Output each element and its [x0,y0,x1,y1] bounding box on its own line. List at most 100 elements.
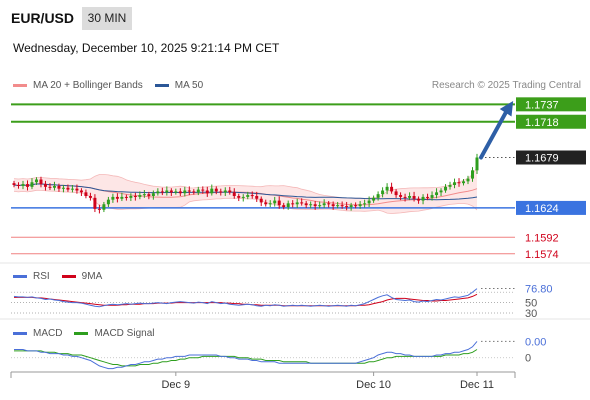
macd-legend-swatch [13,332,27,335]
candle-body [255,196,259,199]
candle-body [183,190,187,194]
candle-body [403,196,407,198]
x-tick-label: Dec 9 [161,379,190,391]
candle-body [313,204,317,207]
macd-zero-label: 0 [525,353,531,365]
candle-body [106,199,110,205]
level-label-1: 1.1718 [525,117,559,129]
chart-datetime: Wednesday, December 10, 2025 9:21:14 PM … [13,41,280,55]
candle-body [390,186,394,192]
candle-body [192,191,196,193]
level-tag-resistance [516,114,586,129]
candle-body [174,191,178,193]
level-label-2: 1.1679 [525,153,559,165]
candle-body [201,189,205,191]
candle-body [61,187,65,189]
candle-body [277,200,281,206]
candle-body [151,193,155,196]
candle-body [322,203,326,206]
candle-body [142,194,146,196]
symbol-title: EUR/USD [11,10,75,26]
candle-body [210,188,214,194]
rsi-value-label: 76.80 [525,284,553,296]
candle-body [169,190,173,193]
candle-body [304,203,308,206]
candle-body [111,196,115,200]
candle-body [30,182,34,187]
candle-body [354,205,358,207]
research-credit: Research © 2025 Trading Central [431,80,581,91]
level-label-3: 1.1624 [525,203,559,215]
candle-body [133,196,137,197]
candle-body [430,195,434,198]
level-label-5: 1.1574 [525,249,559,261]
candle-body [97,208,101,210]
candle-body [331,204,335,207]
candle-body [295,202,299,205]
ma20-legend-label: MA 20 + Bollinger Bands [33,80,143,91]
candle-body [156,191,160,194]
level-label-0: 1.1737 [525,99,559,111]
candle-body [205,190,209,194]
timeframe-badge[interactable]: 30 MIN [82,7,132,30]
candle-body [367,200,371,204]
candle-body [291,203,295,205]
bollinger-band-area [14,167,477,214]
projection-arrow-head [499,100,514,117]
macd-legend: MACD MACD Signal [13,328,154,339]
ma20-legend-swatch [13,84,27,87]
macd-signal-legend-label: MACD Signal [94,328,155,339]
bollinger-upper-line [13,167,478,199]
candle-body [147,194,151,196]
candle-body [435,192,439,196]
candle-body [340,205,344,207]
candle-body [223,190,227,193]
level-label-4: 1.1592 [525,232,559,244]
candle-body [439,190,443,193]
candle-body [93,197,97,209]
level-tag-support [516,200,586,215]
candle-body [57,185,61,189]
macd-legend-label: MACD [33,328,63,339]
candle-body [412,196,416,199]
ma50-legend-swatch [154,84,169,87]
candle-body [120,196,124,199]
main-legend: MA 20 + Bollinger Bands MA 50 [13,80,203,91]
projection-arrow-shaft [479,108,509,160]
candle-body [309,204,313,206]
candle-body [115,196,119,199]
candle-body [462,181,466,184]
rsi-legend-swatch [13,275,27,278]
candle-body [165,190,169,193]
candle-body [16,185,20,186]
candle-body [358,204,362,207]
rsi-ma-legend-swatch [61,275,76,278]
candle-body [273,200,277,204]
candle-body [196,189,200,193]
candle-body [466,178,470,182]
candle-body [444,186,448,191]
level-tag-resistance [516,97,586,112]
candle-body [124,196,128,198]
candle-body [250,195,254,197]
candle-body [138,195,142,197]
candle-body [88,196,92,198]
rsi-level-label: 30 [525,308,537,320]
candle-body [25,184,29,187]
candle-body [475,157,479,171]
candle-body [376,194,380,198]
candle-body [43,184,47,187]
candle-body [471,170,475,179]
candle-body [21,184,25,186]
candle-body [318,205,322,207]
macd-signal-legend-swatch [74,332,89,335]
candle-body [52,185,56,188]
rsi-level-label: 50 [525,298,537,310]
candle-body [372,197,376,201]
rsi-legend: RSI 9MA [13,271,102,282]
candle-body [394,191,398,196]
candle-body [66,187,70,190]
candle-body [102,204,106,210]
candle-body [421,196,425,201]
